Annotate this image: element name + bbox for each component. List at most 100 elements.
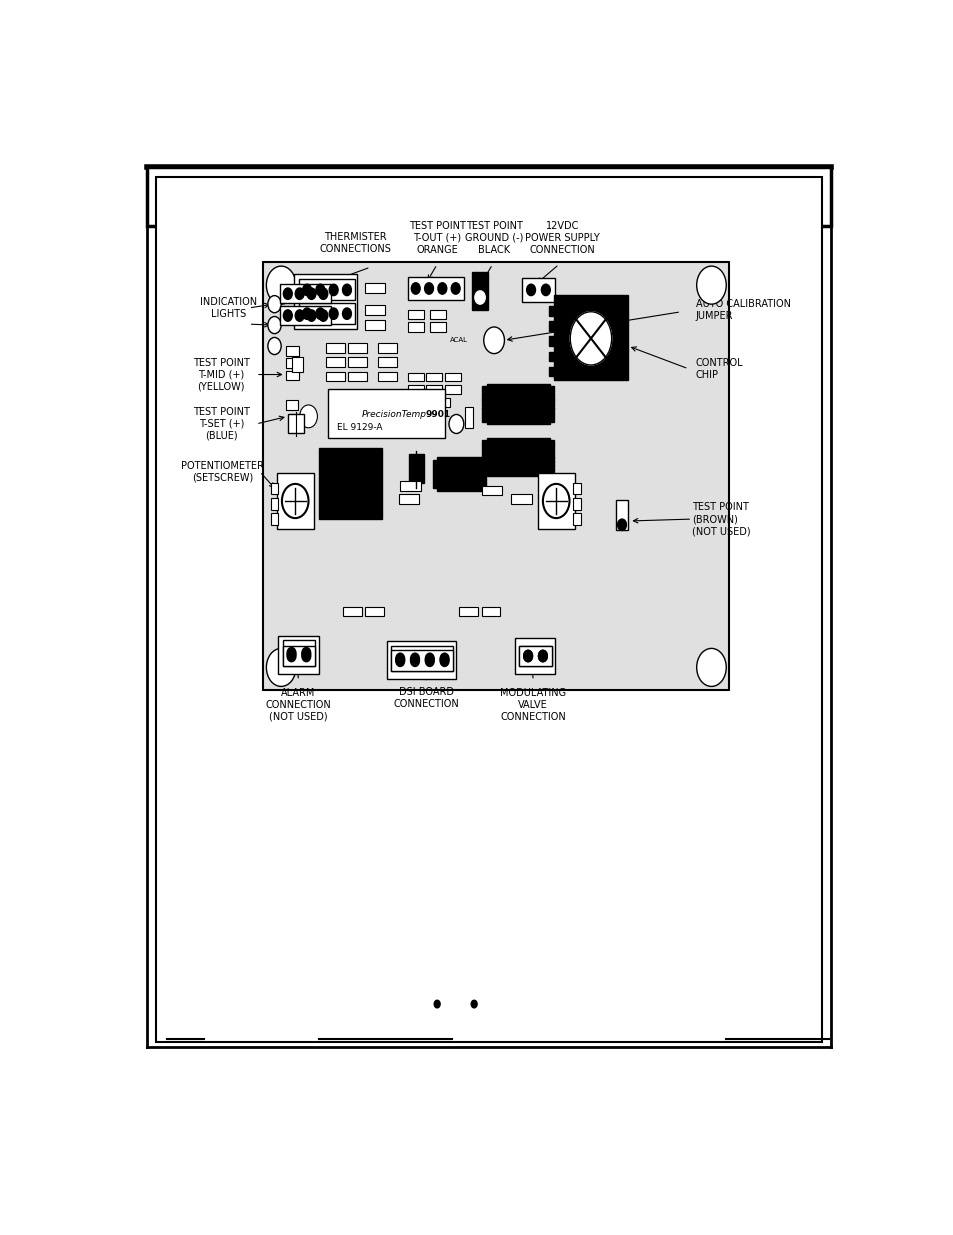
Bar — [549, 387, 554, 390]
Bar — [482, 457, 486, 462]
Bar — [549, 445, 554, 450]
Bar — [433, 474, 436, 479]
Bar — [318, 448, 381, 519]
Text: TEST POINT
T-MID (+)
(YELLOW): TEST POINT T-MID (+) (YELLOW) — [193, 357, 250, 391]
Bar — [391, 651, 453, 672]
Circle shape — [299, 405, 317, 427]
Bar — [348, 372, 367, 382]
Bar — [444, 385, 460, 394]
Bar — [407, 277, 463, 300]
Bar — [549, 395, 554, 400]
Bar — [549, 417, 554, 422]
Bar — [549, 448, 554, 453]
Bar — [285, 358, 298, 368]
Bar — [459, 606, 477, 616]
Circle shape — [268, 295, 281, 312]
Bar — [407, 373, 423, 382]
Circle shape — [449, 415, 463, 433]
Bar — [573, 498, 580, 510]
Text: INDICATION
LIGHTS: INDICATION LIGHTS — [200, 296, 257, 319]
Bar — [549, 440, 554, 445]
Circle shape — [425, 653, 434, 664]
Bar — [549, 399, 554, 404]
Bar — [365, 283, 384, 293]
Bar — [348, 357, 367, 367]
Bar — [387, 641, 456, 679]
Bar — [548, 367, 554, 377]
Bar — [436, 457, 481, 490]
Bar — [549, 390, 554, 395]
Circle shape — [537, 651, 547, 662]
Circle shape — [537, 651, 547, 662]
Text: 12VDC
POWER SUPPLY
CONNECTION: 12VDC POWER SUPPLY CONNECTION — [525, 221, 599, 254]
Bar — [482, 461, 486, 466]
Bar — [276, 473, 314, 529]
Bar — [326, 357, 344, 367]
Bar — [472, 272, 488, 310]
Bar — [391, 646, 453, 672]
Circle shape — [439, 655, 449, 667]
Bar — [271, 498, 278, 510]
Circle shape — [523, 651, 532, 662]
Bar — [549, 466, 554, 471]
Circle shape — [307, 288, 315, 299]
Bar — [280, 306, 331, 325]
Text: EL 9129-A: EL 9129-A — [337, 424, 382, 432]
Text: AUTO CALIBRATION
JUMPER: AUTO CALIBRATION JUMPER — [696, 299, 790, 321]
Circle shape — [523, 651, 532, 662]
Bar — [511, 494, 531, 504]
Bar — [326, 372, 344, 382]
Text: DSI BOARD
CONNECTION: DSI BOARD CONNECTION — [393, 687, 458, 709]
Bar — [365, 606, 383, 616]
Circle shape — [471, 1000, 476, 1008]
Bar — [365, 320, 384, 330]
Bar — [548, 336, 554, 346]
Circle shape — [483, 327, 504, 353]
Circle shape — [283, 310, 292, 321]
Bar — [481, 606, 499, 616]
Text: CONTROL
CHIP: CONTROL CHIP — [696, 358, 742, 380]
Circle shape — [410, 653, 419, 664]
Bar — [282, 640, 314, 667]
Bar — [465, 406, 472, 427]
Bar — [444, 373, 460, 382]
Bar — [482, 466, 486, 471]
Bar — [407, 310, 423, 320]
Bar — [278, 636, 318, 674]
Circle shape — [617, 519, 626, 531]
Bar — [616, 500, 627, 531]
Bar — [482, 469, 486, 474]
Bar — [426, 373, 442, 382]
Circle shape — [410, 655, 419, 667]
Circle shape — [696, 648, 725, 687]
Text: TEST POINT
(BROWN)
(NOT USED): TEST POINT (BROWN) (NOT USED) — [692, 503, 750, 536]
Circle shape — [434, 1000, 439, 1008]
Circle shape — [294, 288, 304, 299]
Circle shape — [329, 284, 337, 295]
Bar — [407, 385, 423, 394]
Bar — [407, 322, 423, 332]
Bar — [482, 440, 486, 445]
Circle shape — [411, 283, 419, 294]
Bar — [280, 284, 331, 304]
Bar — [549, 404, 554, 409]
Bar — [481, 469, 485, 474]
Bar — [328, 389, 445, 438]
Bar — [481, 483, 485, 488]
Circle shape — [439, 653, 449, 664]
Circle shape — [266, 266, 295, 304]
Bar — [433, 399, 449, 406]
Bar — [398, 494, 419, 504]
Bar — [286, 400, 298, 410]
Bar — [348, 343, 367, 353]
Bar — [282, 646, 314, 667]
Bar — [482, 445, 486, 450]
Bar — [377, 372, 396, 382]
Bar — [271, 483, 278, 494]
Bar — [518, 646, 551, 667]
Circle shape — [268, 337, 281, 354]
Bar — [515, 638, 555, 674]
Circle shape — [315, 284, 324, 295]
Circle shape — [526, 284, 535, 295]
Bar — [482, 395, 486, 400]
